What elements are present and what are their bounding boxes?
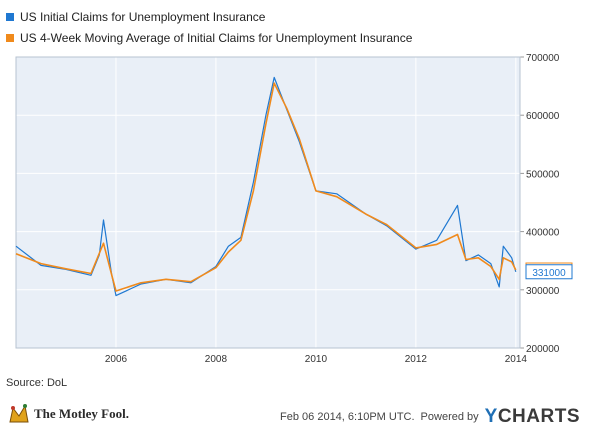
legend-swatch-average	[6, 33, 14, 42]
powered-by-label: Powered by	[420, 411, 479, 423]
legend-label-average: US 4-Week Moving Average of Initial Clai…	[20, 30, 413, 45]
x-tick-label: 2014	[505, 354, 528, 365]
series-line-claims	[15, 76, 517, 297]
y-tick-label: 200000	[526, 344, 560, 355]
end-label-claims: 331000	[525, 264, 573, 280]
x-tick-label: 2012	[405, 354, 428, 365]
motley-fool-logo: The Motley Fool.	[8, 404, 129, 424]
legend: US Initial Claims for Unemployment Insur…	[6, 6, 412, 48]
y-tick-label: 700000	[526, 53, 560, 64]
end-label-claims-text: 331000	[532, 268, 566, 279]
footer-attribution: Feb 06 2014, 6:10PM UTC. Powered by YCHA…	[280, 406, 580, 428]
source-note: Source: DoL	[6, 377, 68, 389]
ycharts-logo-y: Y	[484, 406, 498, 427]
jester-hat-icon	[9, 404, 29, 423]
plot-area	[16, 57, 520, 348]
legend-item-average[interactable]: US 4-Week Moving Average of Initial Clai…	[6, 27, 412, 48]
x-tick-label: 2008	[205, 354, 228, 365]
legend-label-claims: US Initial Claims for Unemployment Insur…	[20, 9, 266, 24]
legend-item-claims[interactable]: US Initial Claims for Unemployment Insur…	[6, 6, 412, 27]
end-label-claims-box	[525, 264, 573, 280]
ycharts-logo-rest: CHARTS	[497, 406, 580, 427]
legend-swatch-claims	[6, 12, 14, 21]
x-tick-label: 2010	[305, 354, 328, 365]
y-tick-label: 500000	[526, 169, 560, 180]
motley-fool-logo-text: The Motley Fool.	[34, 406, 129, 421]
ycharts-logo[interactable]: YCHARTS	[485, 406, 580, 428]
y-tick-label: 400000	[526, 228, 560, 239]
plot-border	[15, 56, 521, 349]
timestamp: Feb 06 2014, 6:10PM UTC.	[280, 411, 415, 423]
y-tick-label: 600000	[526, 111, 560, 122]
y-tick-label: 300000	[526, 286, 560, 297]
x-tick-label: 2006	[105, 354, 128, 365]
series-line-average	[15, 82, 517, 292]
